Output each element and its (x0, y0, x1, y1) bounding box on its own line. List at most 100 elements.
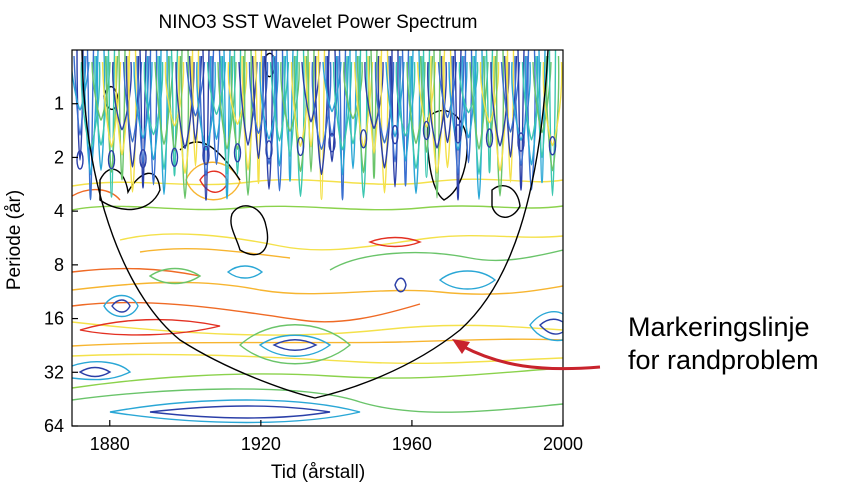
contour (329, 249, 563, 271)
contour (388, 55, 402, 163)
contour (180, 50, 190, 200)
x-tick-label: 1880 (90, 434, 130, 454)
contour (491, 185, 521, 218)
contour (317, 50, 326, 201)
x-axis-label: Tid (årstall) (271, 462, 365, 483)
contour (301, 61, 321, 123)
contour (72, 321, 563, 336)
contour (230, 205, 269, 256)
contour (160, 50, 168, 196)
contour (72, 267, 201, 277)
contour (529, 311, 563, 342)
x-tick-label: 1920 (241, 434, 281, 454)
contour (296, 136, 305, 157)
contour (76, 150, 84, 170)
contour (394, 277, 407, 293)
contour (265, 140, 273, 160)
contour (72, 189, 121, 201)
contour (430, 55, 444, 174)
contour (338, 50, 347, 201)
contour (199, 55, 213, 176)
contour (178, 55, 192, 175)
y-tick-label: 2 (54, 147, 64, 167)
contour (451, 55, 465, 176)
contour (149, 50, 158, 186)
contour (422, 50, 431, 179)
contour (438, 270, 497, 290)
annotation-arrowhead (452, 339, 470, 354)
contour (500, 61, 521, 133)
contour (185, 61, 206, 117)
contour (416, 61, 437, 129)
contour (395, 61, 416, 137)
contour (202, 145, 210, 166)
contour (72, 61, 90, 111)
contour (359, 129, 368, 149)
contour (454, 124, 462, 144)
contour (545, 55, 560, 172)
contour (527, 50, 536, 191)
contour (157, 55, 171, 171)
contour (220, 55, 234, 175)
contour (111, 299, 131, 313)
contour (437, 61, 458, 119)
contour (78, 366, 112, 378)
contour (280, 61, 300, 132)
contour (217, 61, 237, 150)
contour (170, 50, 179, 177)
contour (475, 50, 483, 200)
contour (101, 61, 122, 148)
annotation: Markeringslinje (628, 312, 810, 342)
contour (86, 50, 95, 201)
contour (335, 55, 350, 176)
contour (293, 55, 308, 173)
contour (349, 50, 357, 170)
contour (286, 50, 294, 182)
contour (139, 247, 291, 259)
contour (307, 50, 315, 173)
plot-frame (71, 49, 564, 427)
contour (368, 236, 422, 248)
contour (223, 50, 231, 200)
contour (506, 50, 515, 183)
contour (72, 178, 563, 187)
contour (91, 61, 111, 121)
contour (511, 61, 531, 141)
chart-title: NINO3 SST Wavelet Power Spectrum (159, 12, 478, 33)
contour (464, 50, 473, 164)
y-tick-label: 4 (54, 201, 64, 221)
contour (118, 50, 126, 181)
contour (139, 50, 147, 189)
contour (112, 61, 132, 131)
contour (359, 50, 368, 199)
contour (72, 338, 563, 347)
contour (139, 149, 147, 169)
contour (517, 50, 525, 191)
contour (72, 388, 563, 413)
contour (422, 120, 431, 141)
contour (233, 143, 242, 163)
contour (238, 324, 352, 365)
contour (72, 361, 132, 381)
contour (532, 61, 552, 134)
contour (99, 168, 161, 211)
contour (332, 61, 353, 151)
annotation: for randproblem (628, 345, 819, 375)
y-axis-label: Periode (år) (4, 190, 25, 290)
contour (322, 61, 342, 113)
contour (202, 50, 210, 201)
contour (433, 50, 441, 199)
contour (272, 339, 318, 351)
contour (401, 50, 410, 187)
contour (535, 55, 549, 159)
contour (472, 55, 486, 175)
contour (275, 50, 284, 192)
contour (72, 205, 563, 211)
contour (206, 61, 227, 116)
contour (328, 133, 336, 153)
contour (314, 55, 329, 176)
contour (103, 294, 139, 318)
contour (227, 61, 248, 126)
y-tick-label: 8 (54, 255, 64, 275)
contour (548, 50, 557, 197)
